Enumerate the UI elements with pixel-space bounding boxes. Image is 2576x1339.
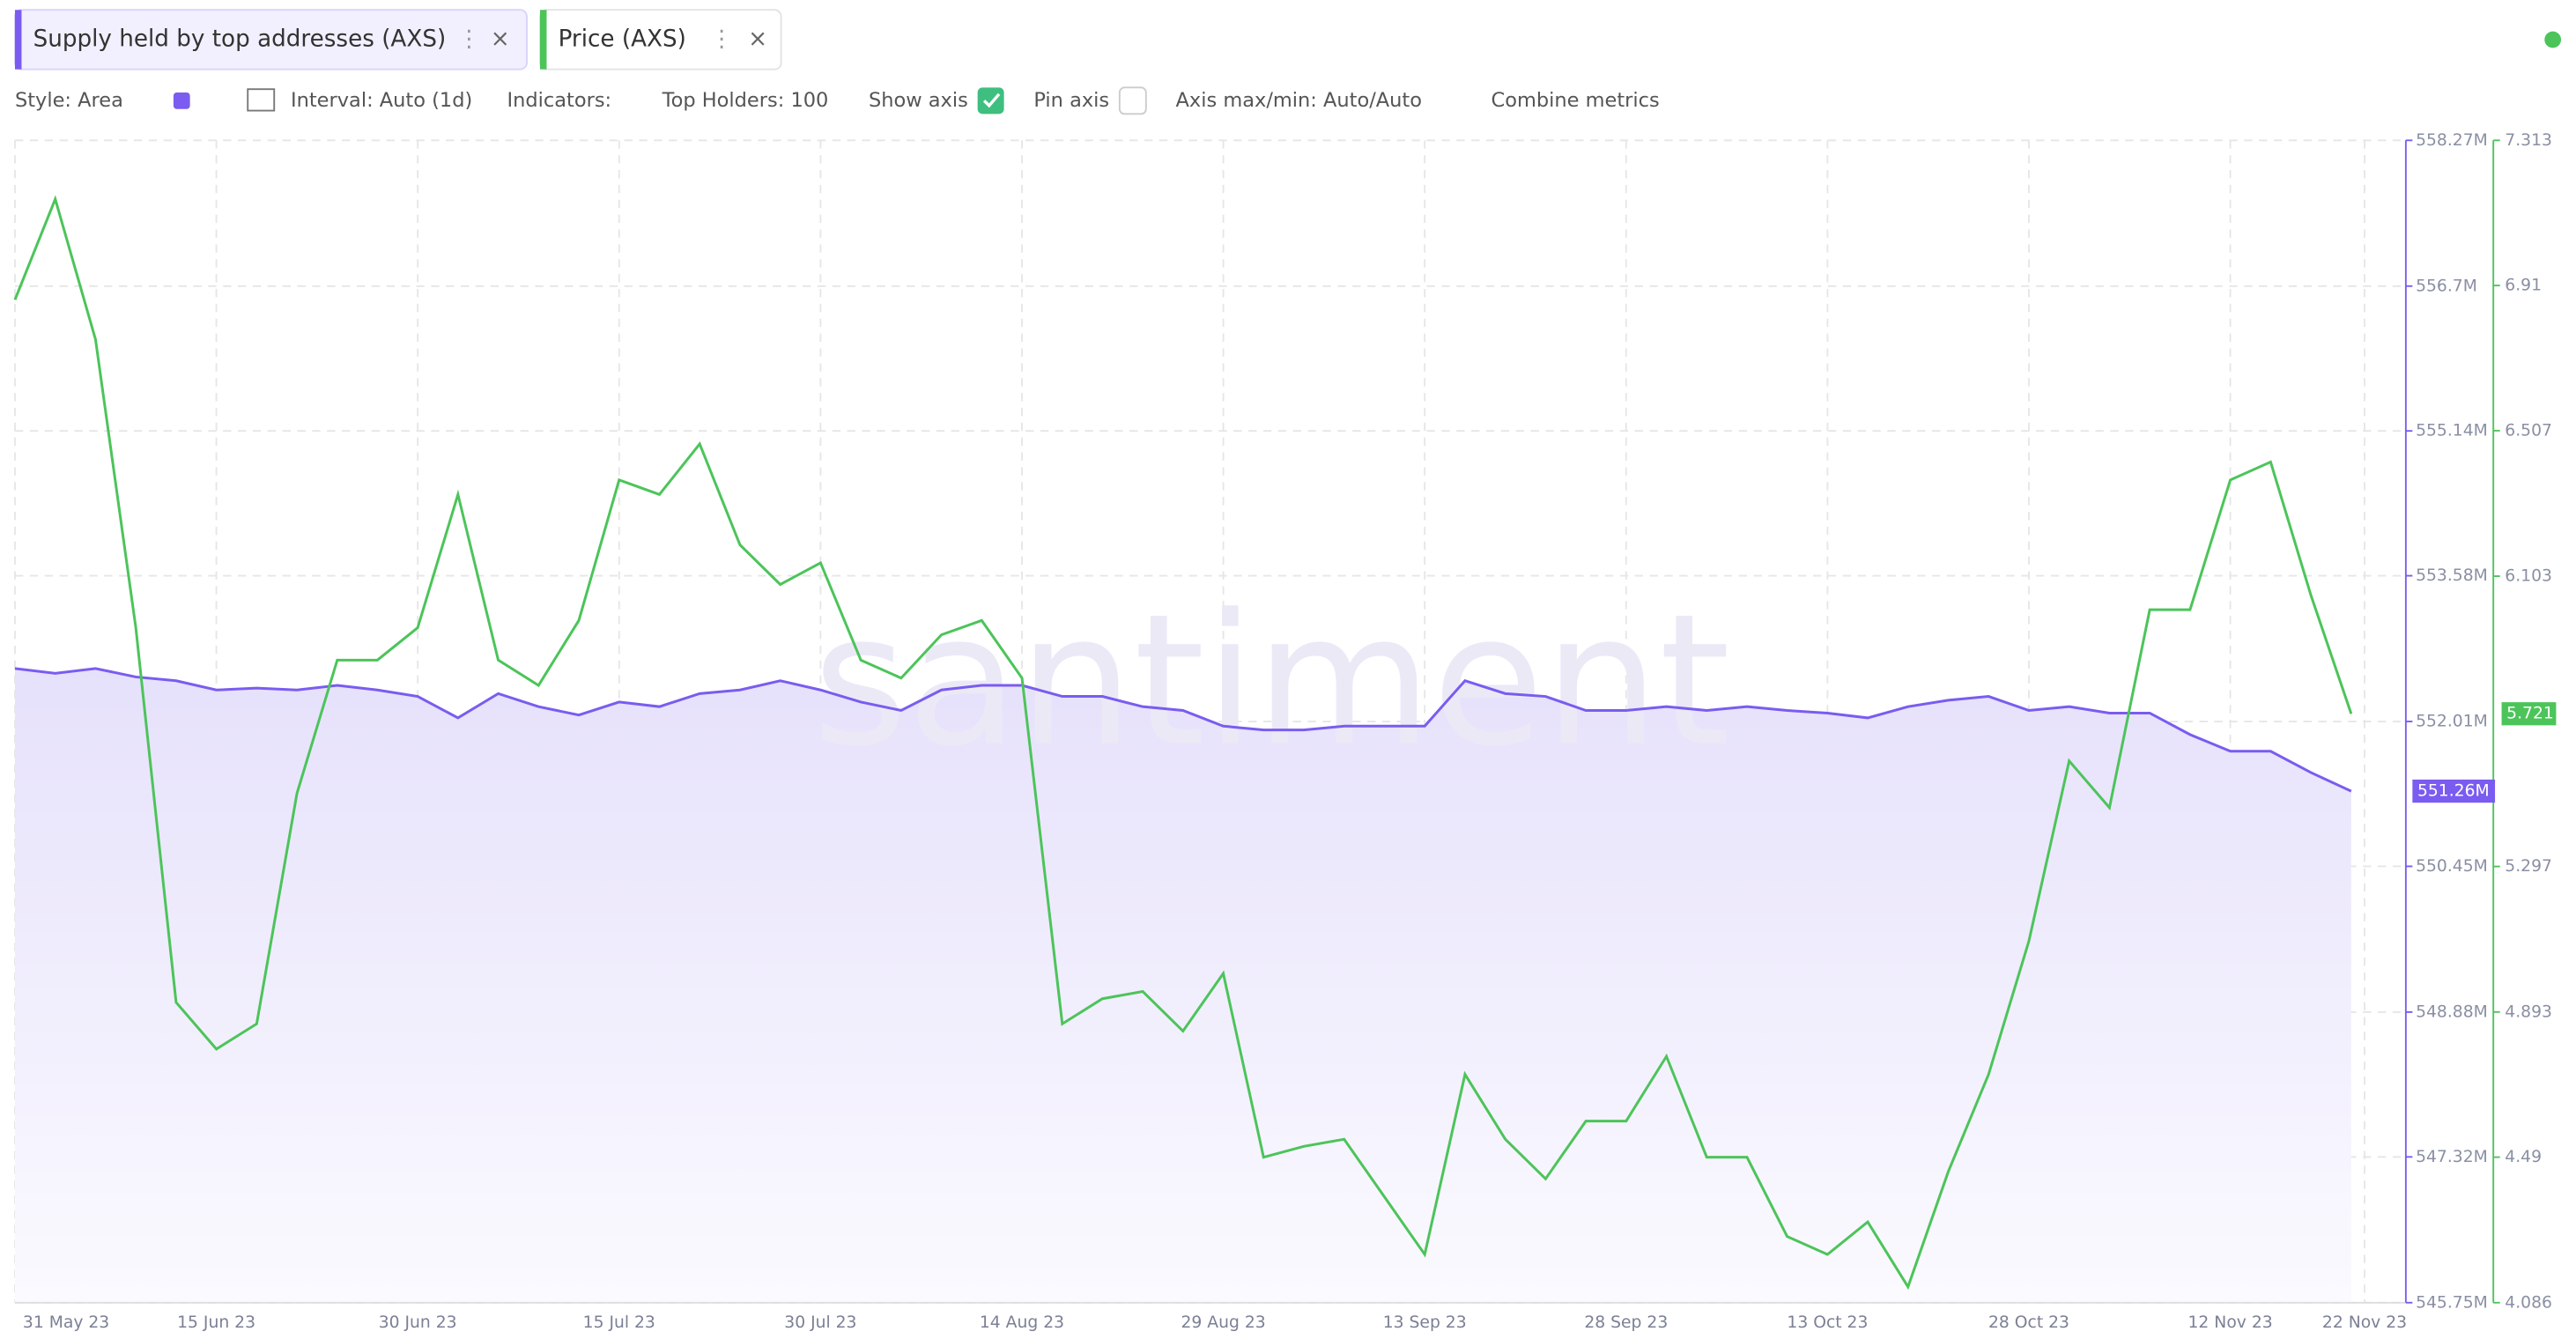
x-tick-label: 28 Sep 23 [1584, 1313, 1668, 1332]
y2-tick-label: 5.297 [2505, 857, 2552, 876]
tab-close[interactable]: × [491, 26, 510, 52]
last-value-label: 551.26M [2417, 782, 2490, 801]
y2-tick-label: 4.49 [2505, 1148, 2542, 1166]
area [14, 668, 2351, 1303]
y-tick-label: 552.01M [2416, 713, 2488, 731]
tab-label: Supply held by top addresses (AXS) [33, 26, 447, 52]
x-tick-label: 14 Aug 23 [980, 1313, 1064, 1332]
x-tick-label: 12 Nov 23 [2188, 1313, 2273, 1332]
x-tick-label: 15 Jun 23 [177, 1313, 255, 1332]
style-select[interactable]: Style: Area [15, 89, 123, 112]
tab-color [14, 10, 22, 70]
x-tick-label: 31 May 23 [23, 1313, 109, 1332]
checkbox[interactable] [1118, 86, 1147, 115]
interval-icon [247, 88, 276, 112]
y2-tick-label: 7.313 [2505, 131, 2552, 150]
tab-label: Price (AXS) [559, 26, 686, 52]
y-tick-label: 555.14M [2416, 422, 2488, 440]
x-tick-label: 29 Aug 23 [1181, 1313, 1265, 1332]
tab-close[interactable]: × [748, 26, 767, 52]
y-tick-label: 553.58M [2416, 566, 2488, 585]
x-tick-label: 30 Jul 23 [784, 1313, 856, 1332]
tab-menu[interactable]: ⋮ [710, 26, 733, 52]
x-tick-label: 15 Jul 23 [583, 1313, 655, 1332]
x-tick-label: 22 Nov 23 [2322, 1313, 2407, 1332]
tab-color [539, 10, 547, 70]
y-tick-label: 550.45M [2416, 857, 2488, 876]
x-tick-label: 28 Oct 23 [1988, 1313, 2069, 1332]
color-picker[interactable] [173, 92, 190, 109]
y2-tick-label: 6.91 [2505, 277, 2542, 295]
combine-metrics[interactable]: Combine metrics [1492, 89, 1660, 112]
axis-maxmin[interactable]: Axis max/min: Auto/Auto [1176, 89, 1422, 112]
x-tick-label: 30 Jun 23 [379, 1313, 457, 1332]
indicators-select[interactable]: Indicators: [507, 89, 611, 112]
last-value-label: 5.721 [2506, 705, 2554, 723]
checkbox-checked[interactable] [977, 87, 1004, 115]
y2-tick-label: 4.893 [2505, 1002, 2552, 1021]
y-tick-label: 547.32M [2416, 1148, 2488, 1166]
y-tick-label: 545.75M [2416, 1293, 2488, 1312]
watermark: santiment [812, 575, 1730, 787]
show-axis[interactable]: Show axis [869, 89, 968, 112]
tab-menu[interactable]: ⋮ [457, 26, 480, 52]
interval-select[interactable]: Interval: Auto (1d) [291, 89, 472, 112]
last-value-badge [2501, 702, 2557, 726]
y-tick-label: 548.88M [2416, 1002, 2488, 1021]
line [13, 195, 2353, 1291]
y-tick-label: 556.7M [2416, 277, 2477, 295]
line [14, 667, 2352, 793]
top-holders[interactable]: Top Holders: 100 [662, 89, 829, 112]
y2-tick-label: 6.507 [2505, 421, 2552, 440]
y2-tick-label: 6.103 [2505, 567, 2552, 586]
pin-axis[interactable]: Pin axis [1033, 89, 1109, 112]
last-value-badge [2412, 779, 2496, 803]
x-tick-label: 13 Oct 23 [1787, 1313, 1868, 1332]
x-tick-label: 13 Sep 23 [1383, 1313, 1467, 1332]
status-dot [2544, 31, 2562, 48]
y-tick-label: 558.27M [2416, 131, 2488, 150]
y2-tick-label: 4.086 [2505, 1293, 2552, 1312]
check [982, 92, 1001, 108]
